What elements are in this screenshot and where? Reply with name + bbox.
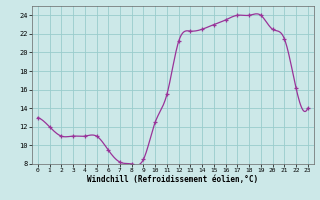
X-axis label: Windchill (Refroidissement éolien,°C): Windchill (Refroidissement éolien,°C) — [87, 175, 258, 184]
